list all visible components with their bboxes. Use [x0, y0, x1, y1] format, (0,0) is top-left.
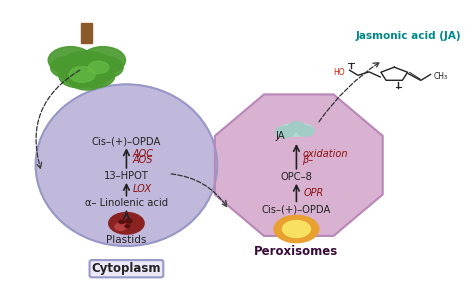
Text: α– Linolenic acid: α– Linolenic acid	[85, 198, 168, 208]
Text: Cis–(+)–OPDA: Cis–(+)–OPDA	[92, 136, 161, 146]
Circle shape	[68, 67, 106, 90]
Circle shape	[48, 47, 93, 74]
Text: β–: β–	[302, 154, 314, 164]
Circle shape	[125, 225, 130, 228]
Circle shape	[88, 61, 109, 74]
Circle shape	[69, 66, 95, 82]
Text: 13–HPOT: 13–HPOT	[104, 171, 149, 181]
Text: OPR: OPR	[303, 188, 324, 198]
Ellipse shape	[279, 123, 314, 136]
Circle shape	[126, 219, 132, 223]
Text: JA: JA	[275, 131, 285, 141]
Circle shape	[274, 215, 319, 243]
Text: Cytoplasm: Cytoplasm	[91, 262, 161, 275]
Ellipse shape	[36, 84, 217, 246]
Circle shape	[283, 221, 310, 237]
Text: Peroxisomes: Peroxisomes	[254, 245, 338, 258]
Bar	[81, 23, 92, 43]
Text: Plastids: Plastids	[106, 235, 146, 245]
Text: HO: HO	[334, 68, 346, 77]
Circle shape	[297, 126, 314, 136]
Text: LOX: LOX	[133, 184, 152, 194]
Circle shape	[81, 47, 126, 74]
Circle shape	[88, 56, 123, 78]
Polygon shape	[215, 94, 383, 236]
Circle shape	[275, 126, 294, 138]
Text: oxidation: oxidation	[302, 149, 348, 159]
Text: OPC–8: OPC–8	[281, 172, 312, 182]
Text: AOS: AOS	[133, 154, 153, 164]
Text: AOC: AOC	[133, 149, 154, 159]
Circle shape	[59, 64, 98, 88]
Circle shape	[51, 56, 86, 78]
Circle shape	[58, 51, 116, 86]
Text: CH₃: CH₃	[434, 72, 448, 82]
Circle shape	[76, 64, 115, 88]
Circle shape	[119, 220, 125, 224]
Text: Cis–(+)–OPDA: Cis–(+)–OPDA	[262, 204, 331, 214]
Circle shape	[288, 122, 305, 132]
Circle shape	[115, 223, 127, 230]
Text: Jasmonic acid (JA): Jasmonic acid (JA)	[356, 31, 461, 41]
Circle shape	[109, 213, 144, 234]
